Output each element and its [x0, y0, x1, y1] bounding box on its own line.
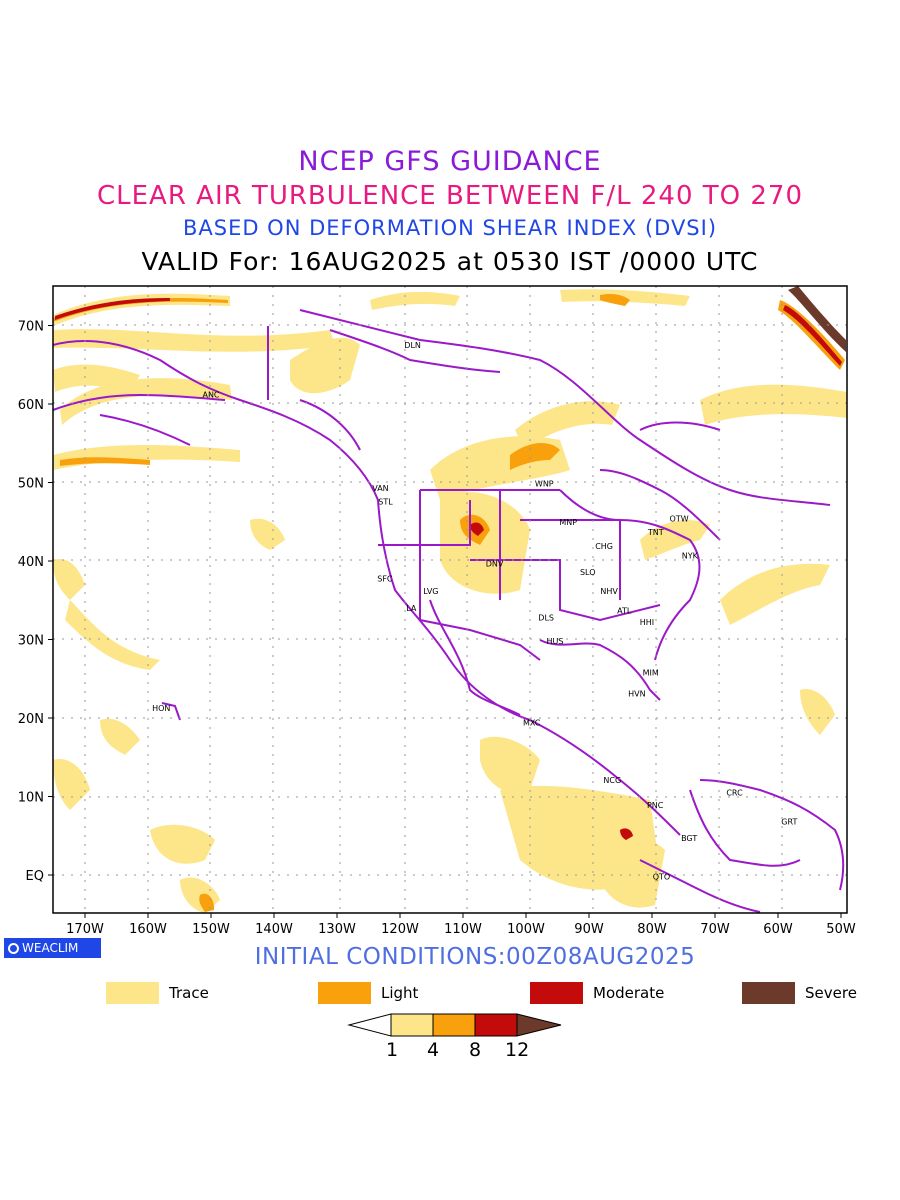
colorbar-segment-trace — [390, 1013, 434, 1037]
city-label-van: VAN — [372, 484, 388, 493]
city-label-tnt: TNT — [647, 528, 664, 537]
colorbar-label: 1 — [386, 1039, 399, 1061]
moderate-areas — [55, 298, 842, 840]
lat-tick-label: 70N — [18, 320, 44, 335]
lat-tick-label: 20N — [18, 712, 44, 727]
city-label-slo: SLO — [580, 568, 596, 577]
city-label-pnc: PNC — [647, 801, 664, 810]
colorbar-label: 8 — [469, 1039, 482, 1061]
city-label-nhv: NHV — [600, 587, 618, 596]
legend-swatch — [318, 982, 371, 1004]
lon-tick-label: 80W — [637, 922, 667, 937]
lon-tick-label: 70W — [700, 922, 730, 937]
city-label-qto: QTO — [653, 873, 670, 882]
legend-label: Moderate — [593, 984, 665, 1002]
legend-label: Trace — [169, 984, 209, 1002]
city-label-nyk: NYK — [682, 552, 699, 561]
lat-tick-label: 30N — [18, 634, 44, 649]
lon-tick-label: 150W — [192, 922, 230, 937]
city-label-bgt: BGT — [681, 834, 697, 843]
boundaries — [53, 309, 845, 913]
city-label-dls: DLS — [538, 614, 554, 623]
lon-tick-label: 130W — [318, 922, 356, 937]
colorbar-label: 4 — [427, 1039, 440, 1061]
lat-tick-label: EQ — [26, 869, 44, 884]
initial-conditions: INITIAL CONDITIONS:00Z08AUG2025 — [254, 944, 696, 970]
city-label-crc: CRC — [726, 789, 743, 798]
title-line-2: CLEAR AIR TURBULENCE BETWEEN F/L 240 TO … — [96, 181, 804, 211]
city-label-la: LA — [406, 604, 417, 613]
lon-tick-label: 110W — [444, 922, 482, 937]
city-label-mnp: MNP — [559, 518, 577, 527]
title-line-1: NCEP GFS GUIDANCE — [298, 146, 602, 177]
colorbar-segment-light — [432, 1013, 476, 1037]
lon-tick-label: 140W — [255, 922, 293, 937]
title-line-3: BASED ON DEFORMATION SHEAR INDEX (DVSI) — [182, 216, 718, 240]
colorbar-label: 12 — [505, 1039, 530, 1061]
city-label-mim: MIM — [643, 668, 659, 677]
lon-tick-label: 160W — [129, 922, 167, 937]
lat-tick-label: 50N — [18, 477, 44, 492]
city-label-hus: HUS — [547, 637, 564, 646]
map-frame — [52, 285, 848, 914]
city-label-dln: DLN — [404, 341, 421, 350]
lon-tick-label: 90W — [574, 922, 604, 937]
lat-tick-label: 40N — [18, 555, 44, 570]
lat-tick-label: 10N — [18, 791, 44, 806]
city-label-sfc: SFC — [377, 574, 393, 583]
city-label-hon: HON — [152, 704, 170, 713]
city-label-chg: CHG — [595, 542, 613, 551]
city-label-dnv: DNV — [486, 559, 504, 568]
graticule — [53, 286, 847, 913]
legend-swatch — [530, 982, 583, 1004]
colorbar-low-arrow — [347, 1013, 392, 1037]
map-field: ANC VAN STL WNP MNP TNT OTW CHG NYK SFC DNV SLO LVG N… — [53, 286, 847, 913]
weaclim-text: WEACLIM — [22, 941, 79, 955]
lon-tick-label: 120W — [381, 922, 419, 937]
legend-swatch — [106, 982, 159, 1004]
legend-label: Light — [381, 984, 419, 1002]
city-label-lvg: LVG — [423, 587, 438, 596]
city-labels: ANC VAN STL WNP MNP TNT OTW CHG NYK SFC DNV SLO LVG N… — [152, 341, 797, 881]
legend-label: Severe — [805, 984, 857, 1002]
title-line-4: VALID For: 16AUG2025 at 0530 IST /0000 U… — [141, 247, 759, 276]
colorbar-high-arrow — [516, 1013, 562, 1037]
colorbar-segment-moderate — [474, 1013, 518, 1037]
lon-tick-label: 100W — [507, 922, 545, 937]
lon-tick-label: 60W — [763, 922, 793, 937]
city-label-atl: ATL — [617, 606, 632, 615]
lat-tick-label: 60N — [18, 398, 44, 413]
lon-tick-label: 50W — [826, 922, 856, 937]
city-label-ncg: NCG — [603, 776, 621, 785]
city-label-stl: STL — [378, 497, 393, 506]
city-label-wnp: WNP — [535, 479, 554, 488]
lon-tick-label: 170W — [66, 922, 104, 937]
city-label-otw: OTW — [670, 515, 689, 524]
legend-swatch — [742, 982, 795, 1004]
city-label-hvn: HVN — [628, 690, 645, 699]
city-label-mxc: MXC — [523, 719, 541, 728]
latitude-ticks: 70N 60N 50N 40N 30N 20N 10N EQ — [18, 320, 53, 884]
city-label-hhi: HHI — [640, 618, 654, 627]
circle-logo-icon — [8, 942, 19, 954]
city-label-anc: ANC — [202, 391, 219, 400]
city-label-grt: GRT — [781, 818, 797, 827]
weaclim-badge: WEACLIM — [4, 938, 101, 958]
severe-areas — [788, 286, 846, 352]
longitude-ticks: 170W 160W 150W 140W 130W 120W 110W 100W 90W 80W 70… — [66, 913, 856, 937]
